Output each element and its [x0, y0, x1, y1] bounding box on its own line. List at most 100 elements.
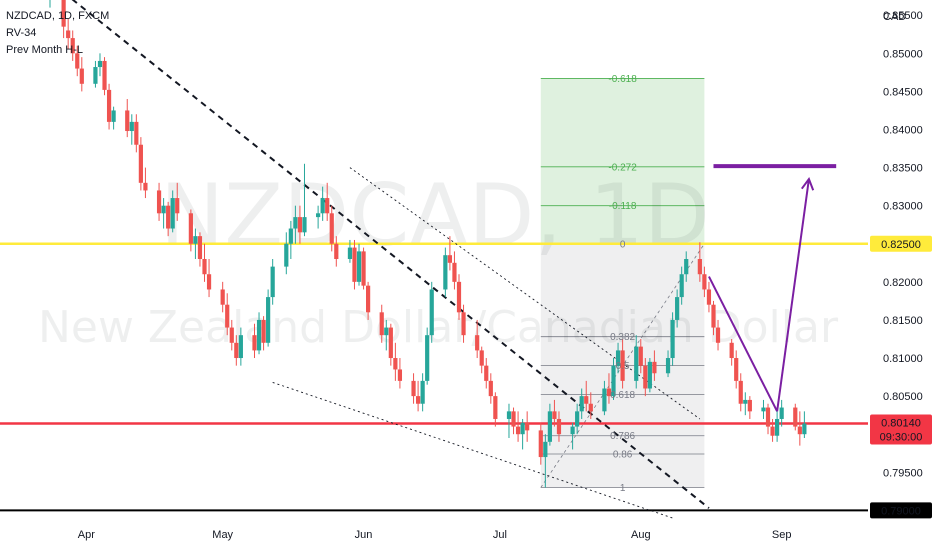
- candle[interactable]: [379, 304, 384, 343]
- candle[interactable]: [520, 418, 525, 450]
- candle[interactable]: [175, 182, 180, 221]
- candle[interactable]: [102, 57, 107, 96]
- candle[interactable]: [356, 243, 362, 286]
- trendline-dotted[interactable]: [272, 381, 673, 519]
- candle[interactable]: [352, 239, 357, 290]
- candle[interactable]: [234, 335, 239, 366]
- candle[interactable]: [202, 243, 207, 282]
- candle[interactable]: [606, 373, 612, 404]
- candle[interactable]: [488, 373, 493, 404]
- candle[interactable]: [793, 403, 798, 431]
- candle[interactable]: [197, 232, 203, 267]
- trendline-dashed[interactable]: [64, 0, 710, 509]
- candle[interactable]: [475, 319, 480, 359]
- trendline-solid[interactable]: [708, 276, 779, 412]
- candle[interactable]: [511, 407, 516, 435]
- candle[interactable]: [261, 316, 266, 351]
- candle[interactable]: [620, 338, 625, 389]
- candle[interactable]: [361, 247, 366, 290]
- candle[interactable]: [652, 350, 657, 381]
- candle[interactable]: [170, 190, 175, 233]
- candle[interactable]: [588, 392, 593, 419]
- candle[interactable]: [302, 163, 307, 237]
- candle[interactable]: [734, 350, 739, 389]
- trendline-arrow[interactable]: [776, 178, 810, 412]
- candle[interactable]: [129, 114, 134, 145]
- candle[interactable]: [75, 45, 80, 77]
- candle[interactable]: [266, 289, 271, 347]
- candle[interactable]: [220, 281, 225, 313]
- candle[interactable]: [270, 259, 275, 305]
- candle[interactable]: [797, 411, 802, 446]
- candle[interactable]: [452, 251, 457, 290]
- candle[interactable]: [420, 373, 425, 412]
- candle[interactable]: [206, 259, 212, 298]
- candle[interactable]: [193, 228, 198, 259]
- candle[interactable]: [229, 319, 234, 351]
- candle[interactable]: [316, 205, 321, 229]
- candle[interactable]: [256, 312, 262, 355]
- candle[interactable]: [706, 281, 712, 313]
- candle[interactable]: [679, 266, 684, 305]
- candle[interactable]: [397, 358, 403, 389]
- candle[interactable]: [97, 53, 103, 77]
- candle[interactable]: [48, 0, 52, 8]
- candle[interactable]: [238, 327, 243, 366]
- candle[interactable]: [411, 373, 416, 404]
- candle[interactable]: [643, 358, 648, 397]
- candle[interactable]: [479, 346, 484, 374]
- candle[interactable]: [602, 380, 607, 416]
- candle[interactable]: [579, 388, 584, 419]
- candle[interactable]: [638, 338, 643, 374]
- candle[interactable]: [552, 399, 557, 427]
- legend-indicator-prev-month[interactable]: Prev Month H-L: [6, 44, 84, 56]
- candle[interactable]: [506, 403, 512, 439]
- candle[interactable]: [225, 293, 230, 336]
- candle[interactable]: [125, 99, 130, 138]
- candle[interactable]: [543, 434, 548, 488]
- candle[interactable]: [138, 137, 143, 191]
- candle[interactable]: [61, 0, 66, 39]
- candle[interactable]: [111, 106, 116, 130]
- candle[interactable]: [779, 399, 784, 427]
- candle[interactable]: [747, 396, 752, 419]
- candle[interactable]: [665, 350, 671, 378]
- candle[interactable]: [143, 167, 148, 199]
- candle[interactable]: [765, 403, 771, 435]
- candle[interactable]: [79, 57, 84, 92]
- candle[interactable]: [634, 335, 639, 389]
- candle[interactable]: [456, 274, 462, 320]
- candle[interactable]: [393, 342, 398, 381]
- legend-indicator-rv[interactable]: RV-34: [6, 27, 37, 39]
- candle[interactable]: [484, 358, 489, 389]
- candle[interactable]: [556, 411, 562, 442]
- candle[interactable]: [329, 205, 334, 252]
- candle[interactable]: [715, 319, 721, 351]
- candle[interactable]: [415, 380, 421, 412]
- candle[interactable]: [775, 411, 780, 442]
- candle[interactable]: [320, 186, 325, 221]
- candle[interactable]: [134, 114, 139, 153]
- candle[interactable]: [106, 83, 112, 130]
- candle[interactable]: [647, 358, 652, 393]
- candle[interactable]: [156, 182, 162, 221]
- candle[interactable]: [161, 198, 166, 229]
- candle[interactable]: [252, 323, 257, 359]
- candle[interactable]: [334, 236, 339, 267]
- candle[interactable]: [188, 209, 193, 252]
- candle[interactable]: [538, 422, 543, 465]
- candle[interactable]: [615, 342, 621, 374]
- candle[interactable]: [297, 205, 303, 244]
- candle[interactable]: [702, 266, 707, 298]
- candle[interactable]: [611, 358, 616, 400]
- candle[interactable]: [288, 220, 293, 259]
- candle[interactable]: [93, 60, 98, 88]
- candle[interactable]: [284, 232, 289, 275]
- candle[interactable]: [738, 373, 743, 412]
- candle[interactable]: [675, 289, 680, 328]
- candle[interactable]: [570, 422, 575, 450]
- candle[interactable]: [729, 338, 734, 366]
- candle[interactable]: [388, 323, 393, 366]
